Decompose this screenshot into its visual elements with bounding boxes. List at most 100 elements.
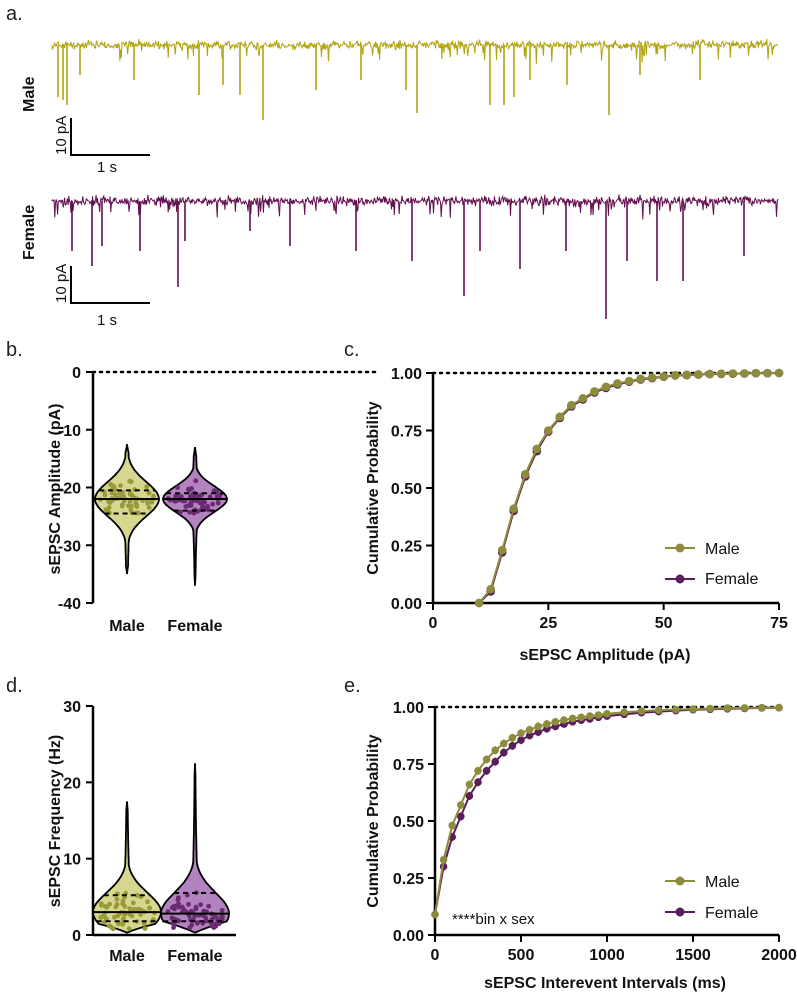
legend-marker — [675, 876, 685, 886]
panel-c-plot-area — [431, 368, 784, 608]
male-data-point — [568, 714, 577, 723]
male-data-point — [560, 716, 568, 724]
male-data-point — [121, 494, 127, 499]
male-data-point — [474, 598, 484, 608]
female-trace — [51, 194, 779, 220]
y-tick-label: 1.00 — [393, 700, 424, 717]
legend-marker — [675, 543, 685, 553]
male-data-point — [102, 492, 108, 498]
male-data-point — [672, 705, 680, 714]
female-data-point — [206, 903, 212, 909]
male-data-point — [603, 710, 611, 718]
female-data-point — [176, 895, 181, 901]
male-data-point — [130, 900, 136, 906]
male-data-point — [517, 729, 525, 737]
male-data-point — [521, 469, 530, 479]
panel-d-y-ticks: 0 10 20 30 — [63, 699, 93, 945]
male-data-point — [577, 713, 585, 722]
male-data-point — [551, 718, 560, 726]
male-data-point — [491, 746, 500, 755]
male-data-point — [705, 369, 715, 379]
male-data-point — [594, 711, 603, 719]
female-data-point — [204, 918, 210, 924]
male-trace — [51, 39, 779, 64]
male-data-point — [113, 492, 118, 498]
male-data-point — [567, 400, 576, 410]
x-tick-label: 500 — [508, 947, 535, 964]
panel-e-legend-male — [665, 876, 695, 886]
panel-b-category-female: Female — [167, 618, 222, 635]
x-tick-label: 1000 — [589, 947, 625, 964]
panel-e-legend-female — [665, 907, 695, 917]
panel-e-interevent-cdf: e. Cumulative Probability sEPSC Intereve… — [344, 675, 797, 992]
male-data-point — [147, 905, 153, 911]
female-data-point — [210, 501, 216, 507]
panel-d-frequency-violin: d. sEPSC Frequency (Hz) 0 10 20 30 Male Fem… — [6, 675, 236, 965]
male-data-point — [457, 801, 465, 809]
x-tick-label: 2000 — [761, 947, 797, 964]
male-violin — [92, 801, 162, 934]
female-data-point — [193, 478, 199, 484]
male-data-point — [486, 584, 496, 594]
male-data-point — [586, 712, 594, 720]
female-data-point — [195, 920, 200, 926]
male-trace-label: Male — [21, 76, 38, 112]
male-data-point — [613, 379, 622, 388]
male-data-point — [775, 703, 783, 712]
male-data-point — [500, 739, 508, 748]
panel-c-ticks: 0.00 0.25 0.50 0.75 1.00 0 25 50 75 — [391, 366, 788, 632]
y-tick-label: 0 — [72, 365, 81, 382]
male-data-point — [482, 755, 491, 764]
male-data-point — [103, 904, 108, 909]
male-data-point — [102, 919, 107, 925]
male-data-point — [116, 921, 121, 927]
x-tick-label: 75 — [770, 615, 788, 632]
male-scale-x-label: 1 s — [97, 159, 117, 176]
male-data-point — [151, 493, 156, 499]
male-data-point — [117, 490, 123, 496]
panel-letter-e: e. — [344, 675, 361, 697]
male-data-point — [108, 482, 114, 487]
panel-c-legend-male-label: Male — [705, 541, 740, 558]
panel-e-legend: Male Female — [665, 874, 758, 922]
female-scale-bar — [70, 266, 150, 304]
panel-e-legend-female-label: Female — [705, 905, 758, 922]
male-data-point — [149, 499, 155, 505]
panel-b-plot-area — [91, 370, 377, 603]
male-data-point — [689, 705, 697, 713]
female-data-point — [193, 904, 199, 910]
female-data-point — [186, 901, 191, 907]
male-data-point — [146, 505, 152, 511]
panel-letter-d: d. — [6, 675, 23, 697]
panel-letter-a: a. — [6, 3, 23, 25]
male-data-point — [127, 499, 133, 504]
male-data-point — [659, 372, 668, 381]
female-data-point — [169, 905, 175, 911]
female-data-point — [491, 757, 500, 766]
male-data-point — [439, 856, 448, 864]
male-data-point — [497, 545, 507, 555]
x-tick-label: 50 — [655, 615, 673, 632]
male-data-point — [109, 925, 115, 931]
legend-marker — [675, 907, 685, 917]
panel-e-legend-male-label: Male — [705, 874, 740, 891]
male-data-point — [654, 706, 663, 714]
male-series-line — [478, 372, 780, 604]
male-data-point — [144, 499, 150, 504]
panel-b-amplitude-violin: b. sEPSC Amplitude (pA) 0 -10 -20 -30 -40 Ma… — [6, 339, 377, 635]
female-data-point — [177, 509, 183, 515]
male-data-point — [133, 501, 139, 506]
panel-c-amplitude-cdf: c. Cumulative Probability sEPSC Amplitud… — [344, 339, 788, 664]
female-scale-x-label: 1 s — [97, 312, 117, 329]
male-data-point — [144, 484, 150, 490]
male-data-point — [105, 508, 111, 513]
female-data-point — [517, 736, 525, 744]
female-data-point — [457, 812, 465, 821]
female-data-point — [465, 792, 474, 800]
panel-c-legend-male — [665, 543, 695, 553]
male-data-point — [544, 426, 553, 435]
male-data-point — [508, 734, 517, 742]
female-data-point — [173, 494, 178, 499]
male-data-point — [723, 704, 732, 712]
